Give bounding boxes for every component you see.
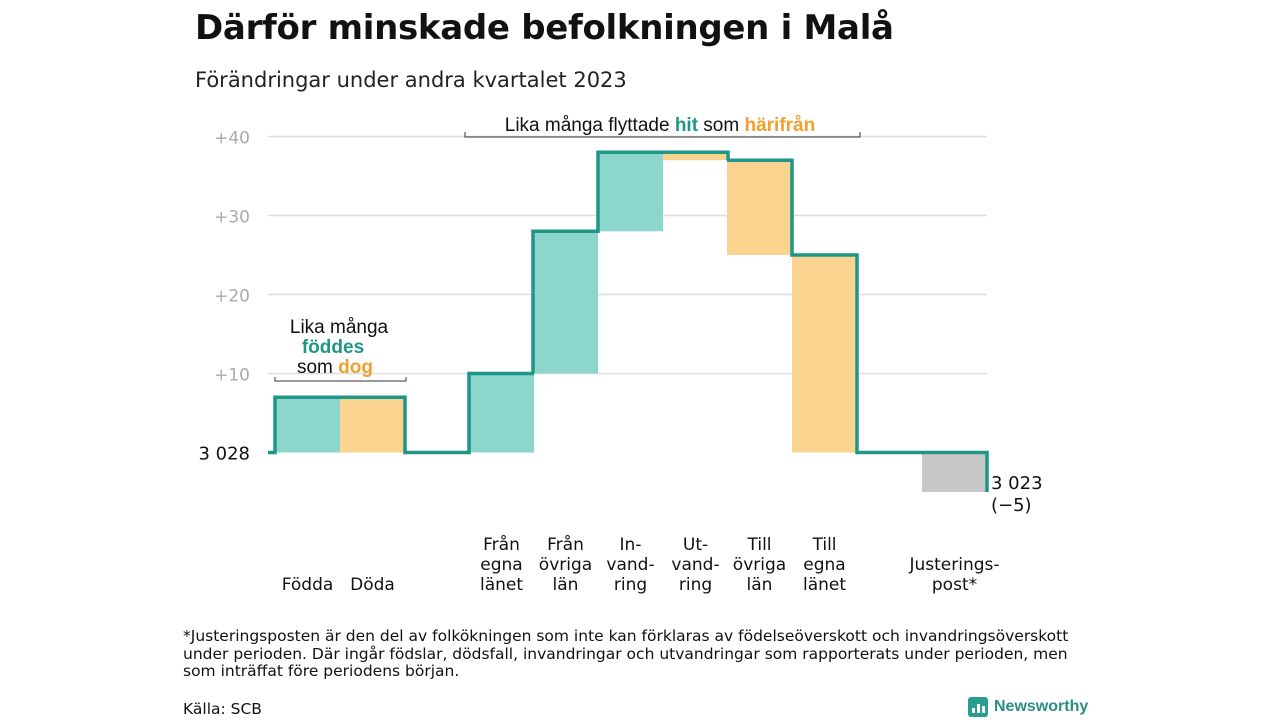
- source-label: Källa: SCB: [183, 700, 262, 718]
- x-category-label: övriga: [539, 555, 592, 575]
- annotation-text: Lika många: [290, 317, 389, 338]
- waterfall-bar: [275, 397, 340, 453]
- annotation-text-died: som dog: [297, 357, 373, 378]
- annotation-text-born: föddes: [302, 337, 364, 358]
- x-category-label: ring: [614, 575, 647, 595]
- x-category-label: egna: [480, 555, 522, 575]
- waterfall-bar: [533, 231, 598, 374]
- x-category-label: Födda: [282, 575, 334, 595]
- end-change-label: (−5): [991, 495, 1032, 516]
- x-category-label: länet: [803, 575, 846, 595]
- brand-name: Newsworthy: [994, 698, 1089, 715]
- x-category-label: Ut-: [683, 535, 708, 555]
- y-tick-label: +40: [214, 129, 250, 149]
- annotation-bracket: [464, 132, 861, 138]
- waterfall-bar: [922, 452, 987, 492]
- start-value-label: 3 028: [198, 444, 250, 465]
- y-tick-label: +20: [214, 287, 250, 307]
- x-category-label: Justerings-: [908, 555, 999, 575]
- x-category-label: In-: [620, 535, 642, 555]
- end-value-label: 3 023: [991, 473, 1043, 494]
- waterfall-bar: [340, 397, 405, 453]
- x-category-label: Till: [811, 535, 836, 555]
- waterfall-bar: [469, 373, 534, 453]
- annotation-text-moved: Lika många flyttade hit som härifrån: [505, 115, 815, 136]
- y-tick-label: +30: [214, 208, 250, 228]
- chart-subtitle: Förändringar under andra kvartalet 2023: [195, 68, 627, 92]
- x-category-label: egna: [803, 555, 845, 575]
- waterfall-bar: [727, 160, 792, 255]
- x-category-label: övriga: [733, 555, 786, 575]
- x-category-label: län: [553, 575, 579, 595]
- waterfall-bar: [792, 255, 857, 453]
- x-category-label: vand-: [606, 555, 654, 575]
- x-category-label: vand-: [671, 555, 719, 575]
- x-category-label: Till: [746, 535, 771, 555]
- brand-logo: Newsworthy: [968, 697, 1088, 717]
- x-category-label: Från: [547, 534, 584, 555]
- annotation-bracket: [274, 377, 407, 382]
- newsworthy-icon: [968, 697, 988, 717]
- x-category-label: post*: [932, 575, 977, 595]
- x-category-label: Från: [483, 534, 520, 555]
- chart-title: Därför minskade befolkningen i Malå: [195, 8, 894, 48]
- x-category-label: län: [747, 575, 773, 595]
- running-total-line: [268, 150, 989, 492]
- x-category-label: ring: [679, 575, 712, 595]
- waterfall-bar: [663, 152, 728, 161]
- x-category-label: Döda: [350, 575, 395, 595]
- footnote: *Justeringsposten är den del av folkökni…: [183, 627, 1069, 680]
- y-tick-label: +10: [214, 366, 250, 386]
- waterfall-bar: [598, 152, 663, 232]
- x-category-label: länet: [480, 575, 523, 595]
